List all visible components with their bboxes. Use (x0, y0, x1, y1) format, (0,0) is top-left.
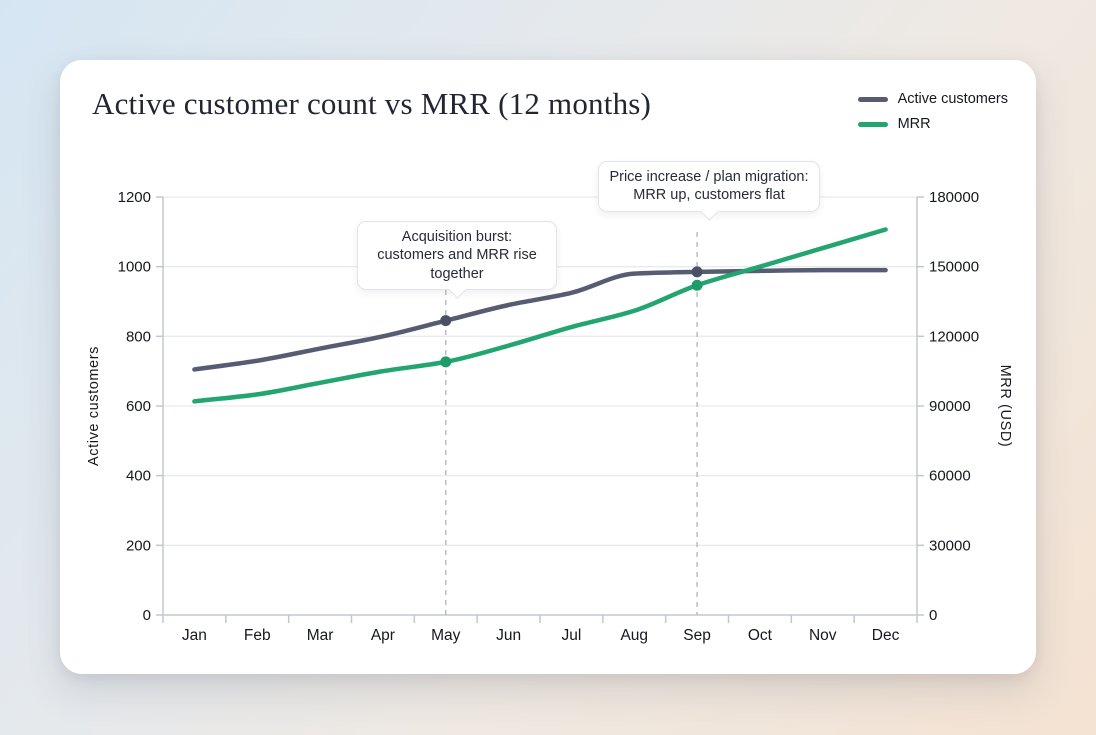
svg-text:MRR (USD): MRR (USD) (997, 365, 1013, 448)
svg-text:0: 0 (929, 607, 937, 624)
svg-text:1000: 1000 (118, 259, 151, 276)
svg-text:400: 400 (126, 468, 151, 485)
legend-swatch-customers (857, 96, 888, 102)
svg-text:Sep: Sep (683, 627, 711, 644)
svg-text:90000: 90000 (929, 398, 971, 415)
svg-text:Mar: Mar (307, 627, 334, 644)
line-chart-canvas: 0 200 400 600 800 1000 1200 0 30000 60000 90000 120… (86, 189, 1013, 644)
chart-title: Active customer count vs MRR (12 months) (92, 86, 652, 121)
annotation-callout-sep: Price increase / plan migration: MRR up,… (598, 161, 820, 212)
svg-text:60000: 60000 (929, 468, 971, 485)
svg-text:Nov: Nov (809, 627, 837, 644)
svg-text:30000: 30000 (929, 537, 971, 554)
chart-card: Active customer count vs MRR (12 months)… (60, 60, 1036, 674)
svg-text:Dec: Dec (872, 627, 900, 644)
legend: Active customers MRR (857, 91, 1008, 132)
svg-text:Jun: Jun (496, 627, 521, 644)
svg-text:200: 200 (126, 537, 151, 554)
annotation-callout-may: Acquisition burst: customers and MRR ris… (357, 221, 557, 290)
svg-text:1200: 1200 (118, 189, 151, 206)
svg-text:0: 0 (143, 607, 151, 624)
svg-text:600: 600 (126, 398, 151, 415)
legend-label-mrr: MRR (897, 116, 931, 132)
legend-item-mrr[interactable]: MRR (857, 116, 1008, 132)
annotation-text-sep: Price increase / plan migration: MRR up,… (609, 169, 809, 204)
legend-label-customers: Active customers (897, 91, 1008, 107)
svg-text:120000: 120000 (929, 328, 979, 345)
svg-text:800: 800 (126, 328, 151, 345)
svg-text:Apr: Apr (371, 627, 395, 644)
svg-text:150000: 150000 (929, 259, 979, 276)
svg-text:Feb: Feb (244, 627, 271, 644)
svg-text:Jan: Jan (182, 627, 207, 644)
legend-item-active-customers[interactable]: Active customers (857, 91, 1008, 107)
svg-text:Active customers: Active customers (86, 346, 102, 466)
svg-text:Aug: Aug (620, 627, 648, 644)
svg-text:180000: 180000 (929, 189, 979, 206)
legend-swatch-mrr (857, 121, 888, 127)
annotation-text-may: Acquisition burst: customers and MRR ris… (377, 229, 537, 282)
svg-text:Oct: Oct (748, 627, 773, 644)
svg-text:May: May (431, 627, 461, 644)
svg-text:Jul: Jul (562, 627, 582, 644)
